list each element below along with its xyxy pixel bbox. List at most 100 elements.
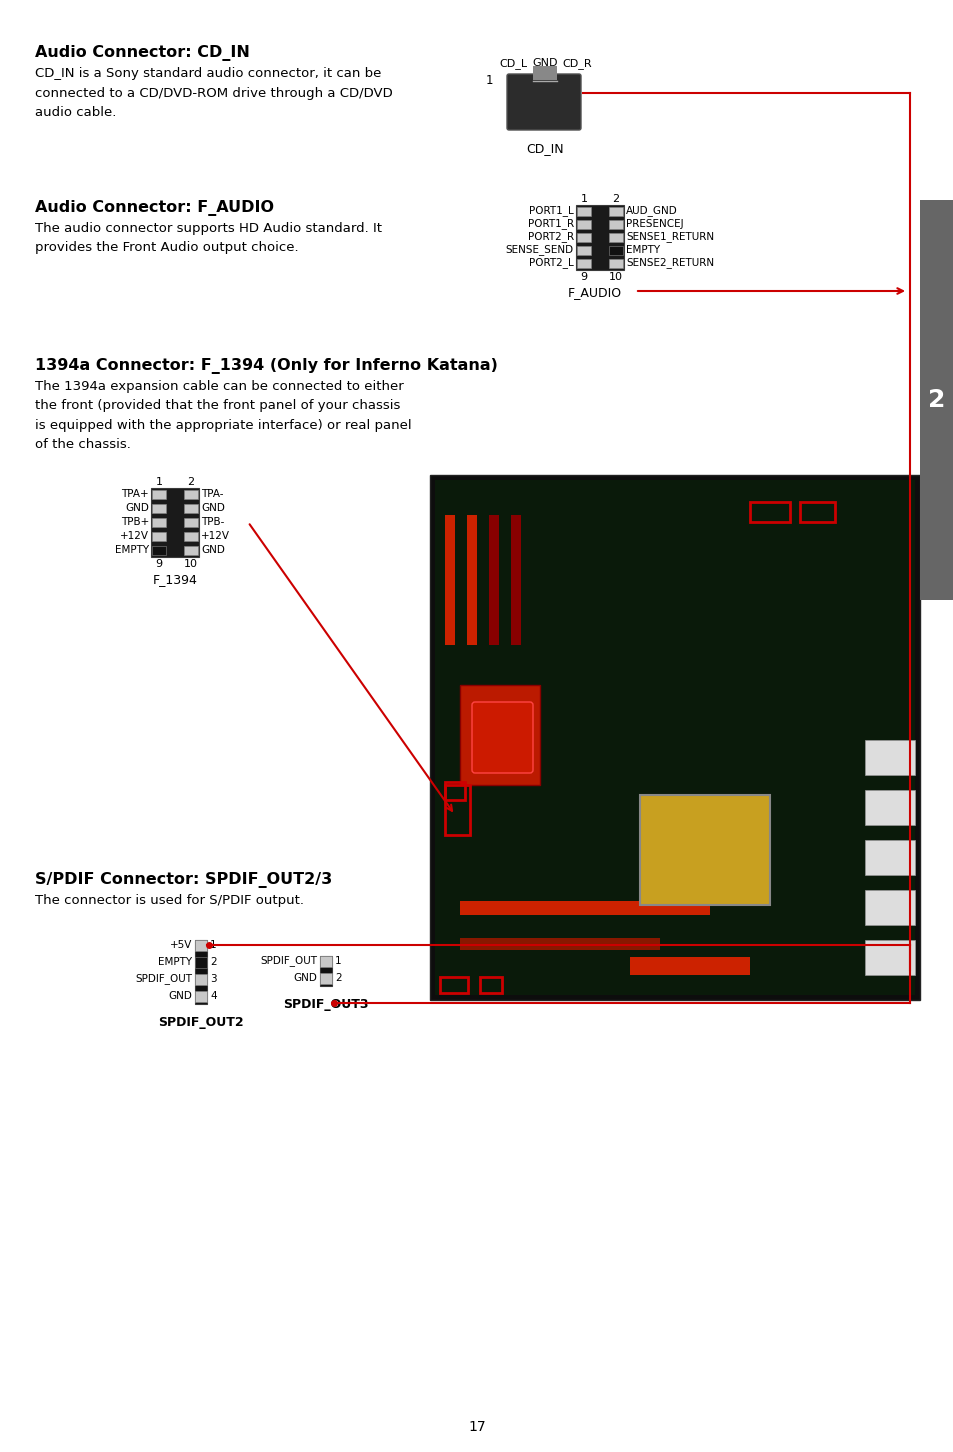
Bar — [864, 841, 914, 876]
Bar — [444, 515, 455, 645]
Bar — [439, 977, 468, 993]
Bar — [444, 786, 470, 835]
Bar — [435, 481, 914, 995]
Bar — [184, 504, 198, 513]
Bar — [608, 245, 622, 256]
Text: EMPTY: EMPTY — [625, 245, 659, 256]
Text: 2: 2 — [927, 388, 944, 412]
Bar — [749, 502, 789, 523]
Text: 2: 2 — [210, 957, 216, 967]
Text: CD_IN: CD_IN — [526, 142, 563, 155]
Bar — [467, 515, 476, 645]
Bar — [459, 938, 659, 950]
Text: GND: GND — [125, 502, 149, 513]
Text: TPB-: TPB- — [201, 517, 224, 527]
Text: 17: 17 — [468, 1420, 485, 1435]
Bar — [864, 890, 914, 925]
Text: PORT1_R: PORT1_R — [527, 219, 574, 229]
Text: +12V: +12V — [201, 531, 230, 542]
Bar — [459, 685, 539, 786]
Text: GND: GND — [532, 58, 558, 68]
Bar — [151, 488, 199, 558]
Bar — [152, 518, 166, 527]
Bar — [577, 208, 590, 216]
Text: SENSE_SEND: SENSE_SEND — [505, 244, 574, 256]
Text: TPB+: TPB+ — [121, 517, 149, 527]
Bar — [577, 221, 590, 229]
Bar — [319, 973, 332, 984]
Text: 1: 1 — [155, 478, 162, 486]
Bar — [919, 200, 953, 600]
Bar — [194, 939, 207, 951]
Bar — [194, 957, 207, 968]
Bar — [639, 796, 769, 905]
Text: 1: 1 — [579, 195, 587, 203]
Bar — [489, 515, 498, 645]
Bar — [608, 232, 622, 242]
Text: PORT1_L: PORT1_L — [529, 206, 574, 216]
Text: 1394a Connector: F_1394 (Only for Inferno Katana): 1394a Connector: F_1394 (Only for Infern… — [35, 359, 497, 375]
Bar — [152, 504, 166, 513]
Text: Audio Connector: CD_IN: Audio Connector: CD_IN — [35, 45, 250, 61]
Text: TPA+: TPA+ — [121, 489, 149, 499]
Text: SPDIF_OUT3: SPDIF_OUT3 — [283, 998, 369, 1011]
Bar — [864, 939, 914, 974]
Text: PORT2_R: PORT2_R — [527, 231, 574, 242]
Bar — [152, 531, 166, 542]
Text: 10: 10 — [184, 559, 198, 569]
Text: EMPTY: EMPTY — [114, 544, 149, 555]
Text: GND: GND — [293, 973, 316, 983]
Text: CD_R: CD_R — [561, 58, 591, 68]
Bar — [319, 955, 332, 986]
Text: 2: 2 — [612, 195, 618, 203]
Bar — [608, 221, 622, 229]
Bar — [511, 515, 520, 645]
Text: The 1394a expansion cable can be connected to either
the front (provided that th: The 1394a expansion cable can be connect… — [35, 380, 411, 452]
Bar — [184, 546, 198, 555]
Text: 2: 2 — [335, 973, 341, 983]
Text: F_1394: F_1394 — [152, 574, 197, 587]
Bar — [194, 939, 207, 1003]
Text: 4: 4 — [210, 992, 216, 1000]
Text: S/PDIF Connector: SPDIF_OUT2/3: S/PDIF Connector: SPDIF_OUT2/3 — [35, 873, 332, 889]
Bar — [430, 475, 919, 1000]
Text: 3: 3 — [210, 974, 216, 984]
Text: PRESENCEJ: PRESENCEJ — [625, 219, 683, 229]
Bar — [479, 977, 501, 993]
Bar — [800, 502, 834, 523]
Text: CD_L: CD_L — [498, 58, 526, 68]
Bar — [194, 974, 207, 984]
FancyBboxPatch shape — [506, 74, 580, 131]
Bar — [184, 518, 198, 527]
Bar — [576, 205, 623, 270]
Text: SENSE2_RETURN: SENSE2_RETURN — [625, 257, 714, 269]
Bar — [152, 546, 166, 555]
Bar — [608, 258, 622, 269]
Text: 2: 2 — [187, 478, 194, 486]
Bar — [319, 955, 332, 967]
Bar — [864, 790, 914, 825]
FancyBboxPatch shape — [472, 701, 533, 772]
Text: SENSE1_RETURN: SENSE1_RETURN — [625, 231, 714, 242]
Text: Audio Connector: F_AUDIO: Audio Connector: F_AUDIO — [35, 200, 274, 216]
Bar — [577, 258, 590, 269]
Text: EMPTY: EMPTY — [157, 957, 192, 967]
Text: The audio connector supports HD Audio standard. It
provides the Front Audio outp: The audio connector supports HD Audio st… — [35, 222, 381, 254]
Bar — [864, 741, 914, 775]
Text: +5V: +5V — [170, 939, 192, 950]
Bar — [629, 957, 749, 974]
Bar — [194, 992, 207, 1002]
Text: SPDIF_OUT: SPDIF_OUT — [260, 955, 316, 967]
Text: GND: GND — [168, 992, 192, 1000]
Bar — [577, 245, 590, 256]
Text: 1: 1 — [210, 939, 216, 950]
Bar — [152, 489, 166, 499]
Text: F_AUDIO: F_AUDIO — [567, 286, 621, 299]
Bar — [184, 489, 198, 499]
Text: GND: GND — [201, 502, 225, 513]
Text: SPDIF_OUT: SPDIF_OUT — [135, 973, 192, 984]
Text: The connector is used for S/PDIF output.: The connector is used for S/PDIF output. — [35, 894, 304, 908]
Text: AUD_GND: AUD_GND — [625, 206, 677, 216]
Text: 1: 1 — [485, 74, 493, 87]
Text: GND: GND — [201, 544, 225, 555]
